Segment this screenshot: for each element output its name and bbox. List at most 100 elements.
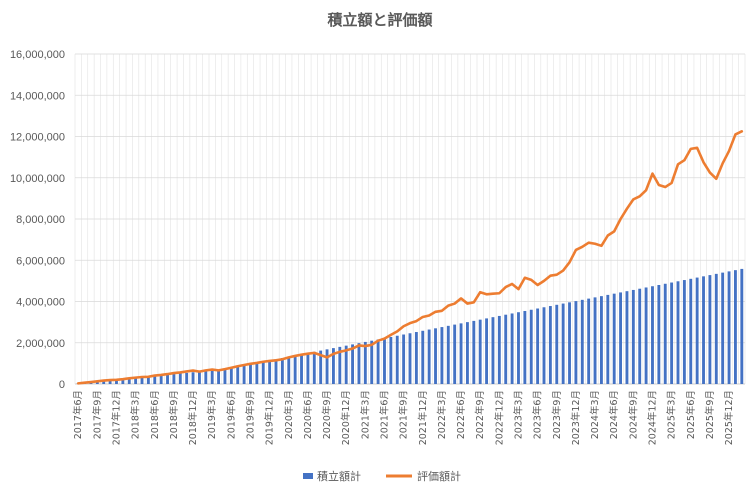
bar-mark bbox=[663, 283, 667, 384]
bars-series bbox=[76, 268, 744, 384]
bar-mark bbox=[497, 315, 501, 384]
bar-mark bbox=[363, 341, 367, 384]
x-tick-label: 2022年9月 bbox=[474, 390, 486, 439]
bar-mark bbox=[134, 377, 138, 384]
legend-label-line: 評価額計 bbox=[417, 469, 461, 483]
bar-mark bbox=[223, 369, 227, 384]
bar-mark bbox=[351, 344, 355, 384]
bar-mark bbox=[702, 276, 705, 384]
bar-mark bbox=[300, 354, 303, 384]
bar-mark bbox=[261, 361, 265, 384]
bar-mark bbox=[293, 355, 297, 384]
bar-mark bbox=[376, 339, 380, 384]
bar-mark bbox=[695, 277, 699, 384]
bar-mark bbox=[306, 353, 310, 384]
bar-mark bbox=[370, 340, 374, 384]
bar-mark bbox=[657, 285, 661, 384]
bar-mark bbox=[166, 374, 169, 384]
bar-mark bbox=[733, 270, 737, 384]
y-tick-label: 8,000,000 bbox=[16, 214, 65, 226]
bar-mark bbox=[249, 364, 252, 384]
bar-mark bbox=[676, 281, 680, 384]
bar-mark bbox=[312, 351, 316, 384]
bar-mark bbox=[542, 307, 546, 384]
x-tick-label: 2024年6月 bbox=[608, 390, 620, 439]
bar-mark bbox=[389, 336, 393, 384]
bar-mark bbox=[580, 299, 584, 384]
x-tick-label: 2021年3月 bbox=[359, 390, 371, 439]
x-tick-label: 2024年12月 bbox=[646, 390, 658, 445]
bar-mark bbox=[651, 286, 654, 384]
bar-mark bbox=[421, 330, 425, 384]
y-tick-label: 16,000,000 bbox=[10, 49, 65, 61]
bar-mark bbox=[242, 365, 246, 384]
x-tick-label: 2025年3月 bbox=[666, 390, 678, 439]
bar-mark bbox=[153, 375, 157, 384]
x-tick-label: 2025年6月 bbox=[685, 390, 697, 439]
x-tick-label: 2024年9月 bbox=[627, 390, 639, 439]
bar-mark bbox=[529, 309, 533, 384]
bar-mark bbox=[593, 297, 597, 384]
x-tick-label: 2022年6月 bbox=[455, 390, 467, 439]
x-tick-label: 2018年3月 bbox=[130, 390, 142, 439]
bar-mark bbox=[510, 313, 514, 384]
x-tick-label: 2018年6月 bbox=[149, 390, 161, 439]
chart-title: 積立額と評価額 bbox=[326, 11, 432, 29]
bar-mark bbox=[402, 334, 406, 384]
x-tick-label: 2018年9月 bbox=[168, 390, 180, 439]
x-tick-label: 2020年6月 bbox=[302, 390, 314, 439]
line-series bbox=[76, 130, 744, 385]
bar-mark bbox=[440, 327, 444, 384]
bar-mark bbox=[465, 322, 469, 384]
line-series-path bbox=[76, 130, 744, 385]
bar-mark bbox=[631, 289, 635, 384]
bar-mark bbox=[727, 271, 731, 384]
x-tick-label: 2019年6月 bbox=[225, 390, 237, 439]
x-tick-label: 2017年9月 bbox=[91, 390, 103, 439]
bar-mark bbox=[714, 273, 718, 384]
bar-mark bbox=[446, 325, 450, 384]
x-tick-label: 2017年6月 bbox=[72, 390, 84, 439]
x-tick-label: 2019年3月 bbox=[206, 390, 218, 439]
bar-mark bbox=[344, 345, 348, 384]
bar-mark bbox=[689, 278, 693, 384]
bar-mark bbox=[682, 280, 686, 384]
bar-mark bbox=[504, 314, 508, 384]
bar-mark bbox=[121, 379, 125, 384]
y-tick-label: 2,000,000 bbox=[16, 338, 65, 350]
x-tick-label: 2018年12月 bbox=[187, 390, 199, 445]
bar-mark bbox=[517, 312, 520, 384]
bar-mark bbox=[204, 371, 208, 384]
x-tick-label: 2020年3月 bbox=[283, 390, 295, 439]
y-tick-label: 10,000,000 bbox=[10, 173, 65, 185]
x-tick-label: 2021年6月 bbox=[378, 390, 390, 439]
bar-mark bbox=[268, 360, 272, 384]
x-tick-label: 2023年3月 bbox=[512, 390, 524, 439]
bar-mark bbox=[574, 301, 578, 384]
bar-mark bbox=[338, 346, 342, 384]
x-tick-label: 2022年12月 bbox=[493, 390, 505, 445]
bar-mark bbox=[191, 372, 195, 384]
bar-mark bbox=[185, 372, 189, 384]
y-tick-label: 6,000,000 bbox=[16, 255, 65, 267]
bar-mark bbox=[721, 272, 725, 384]
y-tick-label: 14,000,000 bbox=[10, 90, 65, 102]
bar-mark bbox=[548, 306, 552, 384]
y-tick-label: 4,000,000 bbox=[16, 297, 65, 309]
x-tick-label: 2023年12月 bbox=[570, 390, 582, 445]
bar-mark bbox=[625, 291, 629, 384]
bar-mark bbox=[644, 287, 648, 384]
bar-mark bbox=[434, 328, 437, 384]
bar-mark bbox=[287, 356, 291, 384]
bar-mark bbox=[102, 380, 106, 384]
bar-mark bbox=[236, 366, 240, 384]
bar-mark bbox=[453, 324, 457, 384]
y-tick-label: 12,000,000 bbox=[10, 132, 65, 144]
bar-mark bbox=[638, 288, 642, 384]
bar-mark bbox=[459, 323, 463, 384]
legend-label-bar: 積立額計 bbox=[317, 469, 361, 483]
bar-mark bbox=[478, 319, 482, 384]
bar-mark bbox=[536, 308, 540, 384]
bar-mark bbox=[599, 296, 603, 384]
